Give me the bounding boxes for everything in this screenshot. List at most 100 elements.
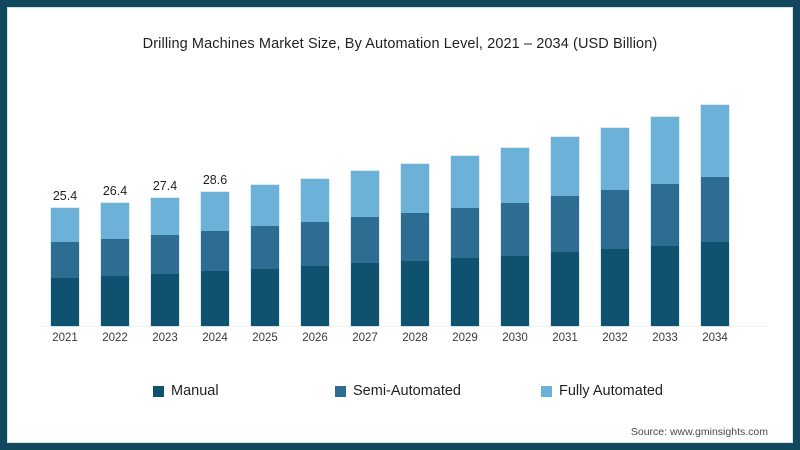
bar-group [640, 80, 690, 326]
bar-segment-semi-automated[interactable] [251, 226, 279, 269]
bar-group: 25.4 [40, 80, 90, 326]
bar-segment-manual[interactable] [151, 273, 179, 326]
bar-segment-semi-automated[interactable] [501, 202, 529, 256]
x-tick-2027: 2027 [352, 332, 378, 344]
bar-segment-semi-automated[interactable] [51, 242, 79, 278]
bar-segment-semi-automated[interactable] [601, 190, 629, 250]
square-swatch [153, 385, 164, 397]
bar-segment-semi-automated[interactable] [101, 238, 129, 276]
bar-segment-manual[interactable] [301, 266, 329, 326]
bar-segment-fully-automated[interactable] [551, 137, 579, 196]
bar-group [540, 80, 590, 326]
legend-label: Fully Automated [559, 383, 663, 399]
stacked-bar[interactable] [701, 105, 729, 326]
bar-group [390, 80, 440, 326]
bar-segment-semi-automated[interactable] [701, 176, 729, 243]
stacked-bar[interactable] [601, 128, 629, 326]
bar-segment-semi-automated[interactable] [201, 230, 229, 272]
bar-segment-fully-automated[interactable] [251, 185, 279, 227]
chart-canvas: Drilling Machines Market Size, By Automa… [7, 7, 793, 443]
bar-segment-semi-automated[interactable] [151, 235, 179, 274]
bar-segment-manual[interactable] [601, 249, 629, 326]
bar-segment-fully-automated[interactable] [701, 105, 729, 177]
x-tick-2029: 2029 [452, 332, 478, 344]
stacked-bar[interactable]: 28.6 [201, 173, 229, 326]
x-tick-2028: 2028 [402, 332, 428, 344]
bar-segment-semi-automated[interactable] [401, 212, 429, 262]
bar-segment-fully-automated[interactable] [601, 128, 629, 191]
bar-segment-fully-automated[interactable] [401, 164, 429, 213]
bar-segment-semi-automated[interactable] [451, 207, 479, 259]
x-tick-2030: 2030 [502, 332, 528, 344]
stacked-bar[interactable] [451, 156, 479, 326]
x-tick-2026: 2026 [302, 332, 328, 344]
bar-group [340, 80, 390, 326]
x-tick-2025: 2025 [252, 332, 278, 344]
stacked-bar[interactable] [501, 148, 529, 326]
stacked-bar[interactable] [551, 137, 579, 326]
bar-group [440, 80, 490, 326]
bar-segment-manual[interactable] [251, 268, 279, 326]
bar-group: 27.4 [140, 80, 190, 326]
bar-group [590, 80, 640, 326]
bar-segment-fully-automated[interactable] [201, 192, 229, 231]
bar-segment-fully-automated[interactable] [301, 179, 329, 223]
source-caption: Source: www.gminsights.com [630, 426, 768, 438]
bar-group [290, 80, 340, 326]
x-tick-2022: 2022 [102, 332, 128, 344]
bar-segment-manual[interactable] [451, 258, 479, 326]
bar-segment-fully-automated[interactable] [501, 148, 529, 203]
bar-segment-fully-automated[interactable] [151, 198, 179, 236]
bar-value-label: 27.4 [152, 179, 178, 193]
bar-segment-semi-automated[interactable] [551, 195, 579, 253]
bar-segment-manual[interactable] [51, 277, 79, 326]
bar-segment-semi-automated[interactable] [301, 222, 329, 267]
chart-legend: Manual Semi-Automated Fully Automated [8, 383, 792, 399]
square-swatch [541, 385, 552, 397]
bar-segment-fully-automated[interactable] [651, 117, 679, 184]
chart-title: Drilling Machines Market Size, By Automa… [142, 36, 658, 52]
bar-segment-manual[interactable] [351, 263, 379, 326]
bar-segment-fully-automated[interactable] [101, 203, 129, 239]
bar-segment-manual[interactable] [501, 255, 529, 326]
stacked-bar[interactable] [301, 179, 329, 326]
bar-group: 26.4 [90, 80, 140, 326]
bar-segment-fully-automated[interactable] [451, 156, 479, 208]
stacked-bar[interactable]: 25.4 [51, 189, 79, 326]
legend-item-semi-automated[interactable]: Semi-Automated [295, 383, 505, 399]
bar-segment-semi-automated[interactable] [651, 183, 679, 246]
bar-value-label: 26.4 [102, 184, 128, 198]
legend-label: Semi-Automated [353, 383, 461, 399]
bar-segment-fully-automated[interactable] [51, 208, 79, 243]
bar-group [690, 80, 740, 326]
x-tick-2033: 2033 [652, 332, 678, 344]
square-swatch [335, 385, 346, 397]
bar-segment-manual[interactable] [201, 271, 229, 326]
bar-segment-manual[interactable] [401, 261, 429, 326]
stacked-bar[interactable] [651, 117, 679, 326]
x-tick-2031: 2031 [552, 332, 578, 344]
stacked-bar[interactable] [251, 185, 279, 326]
bar-segment-manual[interactable] [701, 242, 729, 326]
bar-value-label: 25.4 [52, 189, 78, 203]
x-tick-2032: 2032 [602, 332, 628, 344]
legend-item-manual[interactable]: Manual [85, 383, 295, 399]
bar-segment-manual[interactable] [651, 245, 679, 326]
legend-item-fully-automated[interactable]: Fully Automated [505, 383, 715, 399]
x-tick-2024: 2024 [202, 332, 228, 344]
x-tick-2021: 2021 [52, 332, 78, 344]
stacked-bar[interactable] [351, 171, 379, 326]
plot-area: 25.4 26.4 27.4 28.6 [40, 80, 774, 326]
bar-segment-manual[interactable] [101, 275, 129, 326]
bar-segment-semi-automated[interactable] [351, 217, 379, 264]
stacked-bar[interactable]: 27.4 [151, 179, 179, 326]
stacked-bar[interactable] [401, 164, 429, 326]
axis-baseline [40, 326, 768, 327]
bar-group [240, 80, 290, 326]
bar-segment-fully-automated[interactable] [351, 171, 379, 218]
bar-segment-manual[interactable] [551, 252, 579, 326]
bar-value-label: 28.6 [202, 173, 228, 187]
x-tick-2023: 2023 [152, 332, 178, 344]
stacked-bar[interactable]: 26.4 [101, 184, 129, 326]
